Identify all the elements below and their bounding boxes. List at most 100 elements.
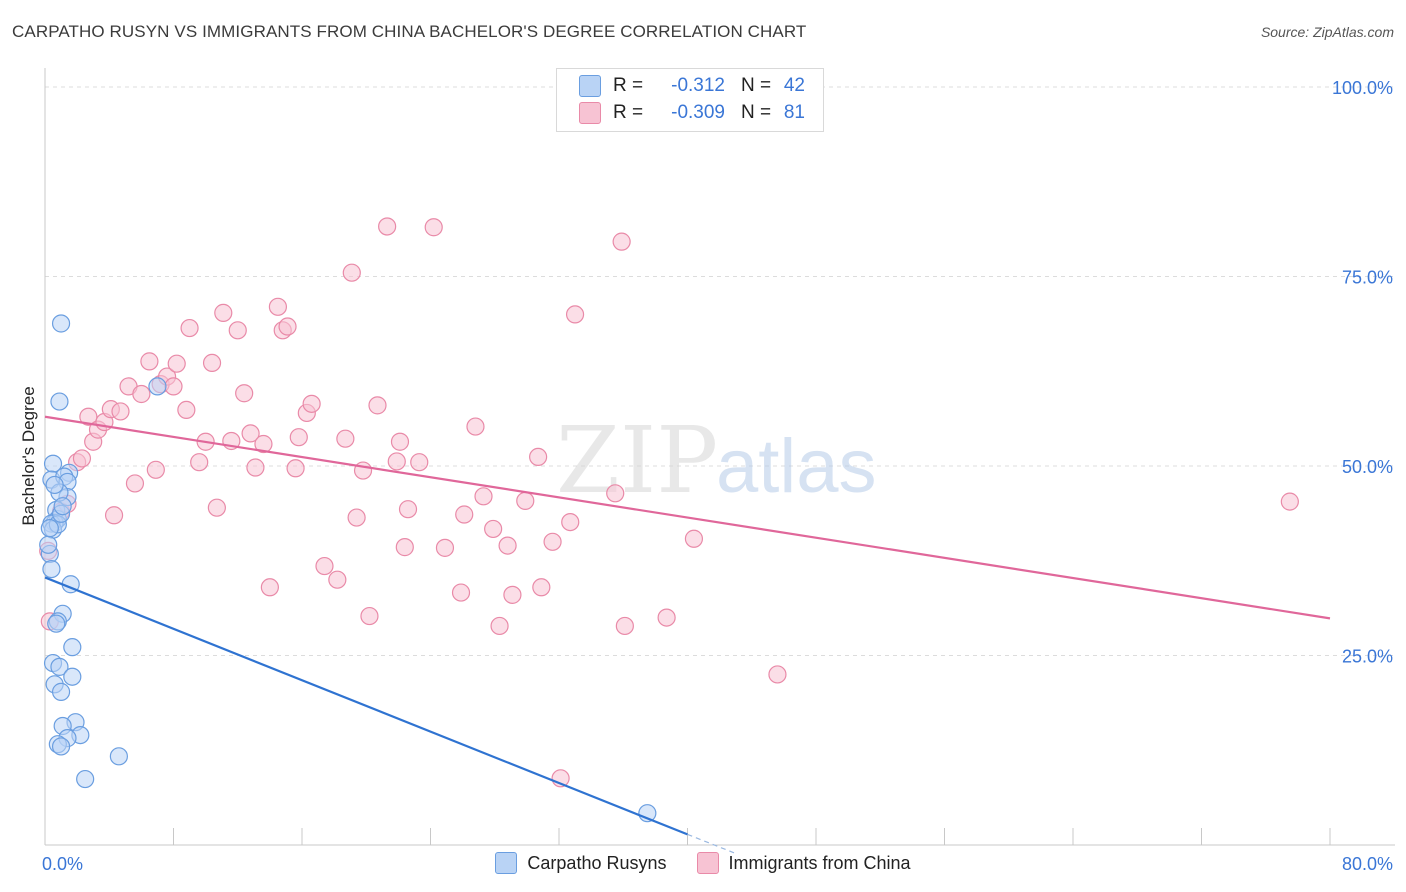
data-point [180,318,199,338]
data-point [63,638,82,657]
data-point [104,506,124,525]
data-point [132,384,151,404]
data-point [50,657,69,676]
data-point [53,497,72,516]
data-point [315,556,334,576]
data-point [42,559,61,579]
data-point [1280,492,1299,511]
data-point [684,529,704,548]
n-label: N = [741,75,772,96]
data-point [606,484,625,503]
y-tick-label: 25.0% [1342,647,1393,667]
data-point [466,417,485,436]
legend-swatch-pink [696,852,719,874]
n-label: N = [741,102,772,123]
grid-lines [45,86,1395,656]
data-point [260,578,279,597]
data-point [63,667,82,686]
data-point [228,321,247,340]
data-point [368,396,387,415]
data-point [72,449,92,468]
data-point [768,665,787,684]
data-point [268,297,288,316]
data-point [657,608,676,627]
legend-label: Immigrants from China [728,852,911,873]
y-tick-label: 100.0% [1332,78,1393,98]
data-point [347,508,366,527]
legend-row-carpatho-rusyns: R = -0.312 N = 42 [579,73,805,99]
data-point [455,505,474,524]
data-point [51,314,71,333]
y-tick-label: 50.0% [1342,457,1393,477]
data-point [79,407,98,426]
data-point [40,519,59,538]
legend-label: Carpatho Rusyns [527,852,667,873]
data-point [39,535,58,554]
x-tick-label: 0.0% [42,854,83,874]
trend-line-immigrants-from-china [44,415,1331,620]
data-point [424,218,443,237]
y-axis-label: Bachelor's Degree [19,386,38,525]
data-point [51,682,71,701]
r-value: -0.312 [671,75,725,96]
watermark-atlas: atlas [716,424,877,509]
data-point [503,585,522,604]
n-value: 81 [783,102,805,123]
trend-lines [44,415,1331,855]
data-point [516,491,535,510]
data-point [565,305,585,324]
r-value: -0.309 [671,102,725,123]
y-tick-label: 75.0% [1342,268,1393,288]
data-point [378,217,397,236]
data-point [390,432,410,451]
data-point [177,400,196,420]
data-point [615,616,634,636]
data-point [451,583,471,602]
data-point [207,498,226,517]
data-point [289,428,308,447]
data-point [140,352,159,371]
data-point [561,512,580,532]
data-point [111,402,130,421]
series-carpatho-rusyns [39,314,657,823]
x-tick-label: 80.0% [1342,854,1393,874]
data-point [529,447,548,467]
data-point [612,232,631,251]
data-point [51,737,71,756]
data-point [235,384,254,403]
legend-item-carpatho-rusyns[interactable]: Carpatho Rusyns [495,852,667,874]
data-point [190,453,209,472]
data-point [336,429,355,448]
legend-item-immigrants-from-china[interactable]: Immigrants from China [696,852,911,874]
data-point [302,394,321,413]
source-label: Source: ZipAtlas.com [1260,24,1394,40]
legend-swatch-blue [579,75,601,97]
data-point [410,453,429,472]
stats-legend: R = -0.312 N = 42 R = -0.309 N = 81 [556,68,824,132]
data-point [50,392,69,411]
chart-title: CARPATHO RUSYN VS IMMIGRANTS FROM CHINA … [12,22,807,41]
data-point [484,519,503,539]
data-point [490,616,509,636]
data-point [286,459,305,478]
data-point [398,500,418,519]
trend-line-carpatho-rusyns [44,576,688,836]
data-point [543,532,562,551]
data-point [47,614,66,633]
data-point [125,474,145,493]
data-point [254,434,273,454]
data-point [76,769,95,789]
series-legend: Carpatho Rusyns Immigrants from China [0,852,1406,874]
r-label: R = [613,75,644,96]
data-point [498,536,517,555]
r-label: R = [613,102,644,123]
data-point [164,377,183,396]
axes [44,68,1395,846]
n-value: 42 [783,75,805,96]
legend-swatch-pink [579,102,601,124]
data-point [45,475,64,495]
data-point [360,606,379,626]
data-point [342,263,361,282]
watermark-zip: ZIP [556,407,718,514]
data-point [167,354,186,373]
